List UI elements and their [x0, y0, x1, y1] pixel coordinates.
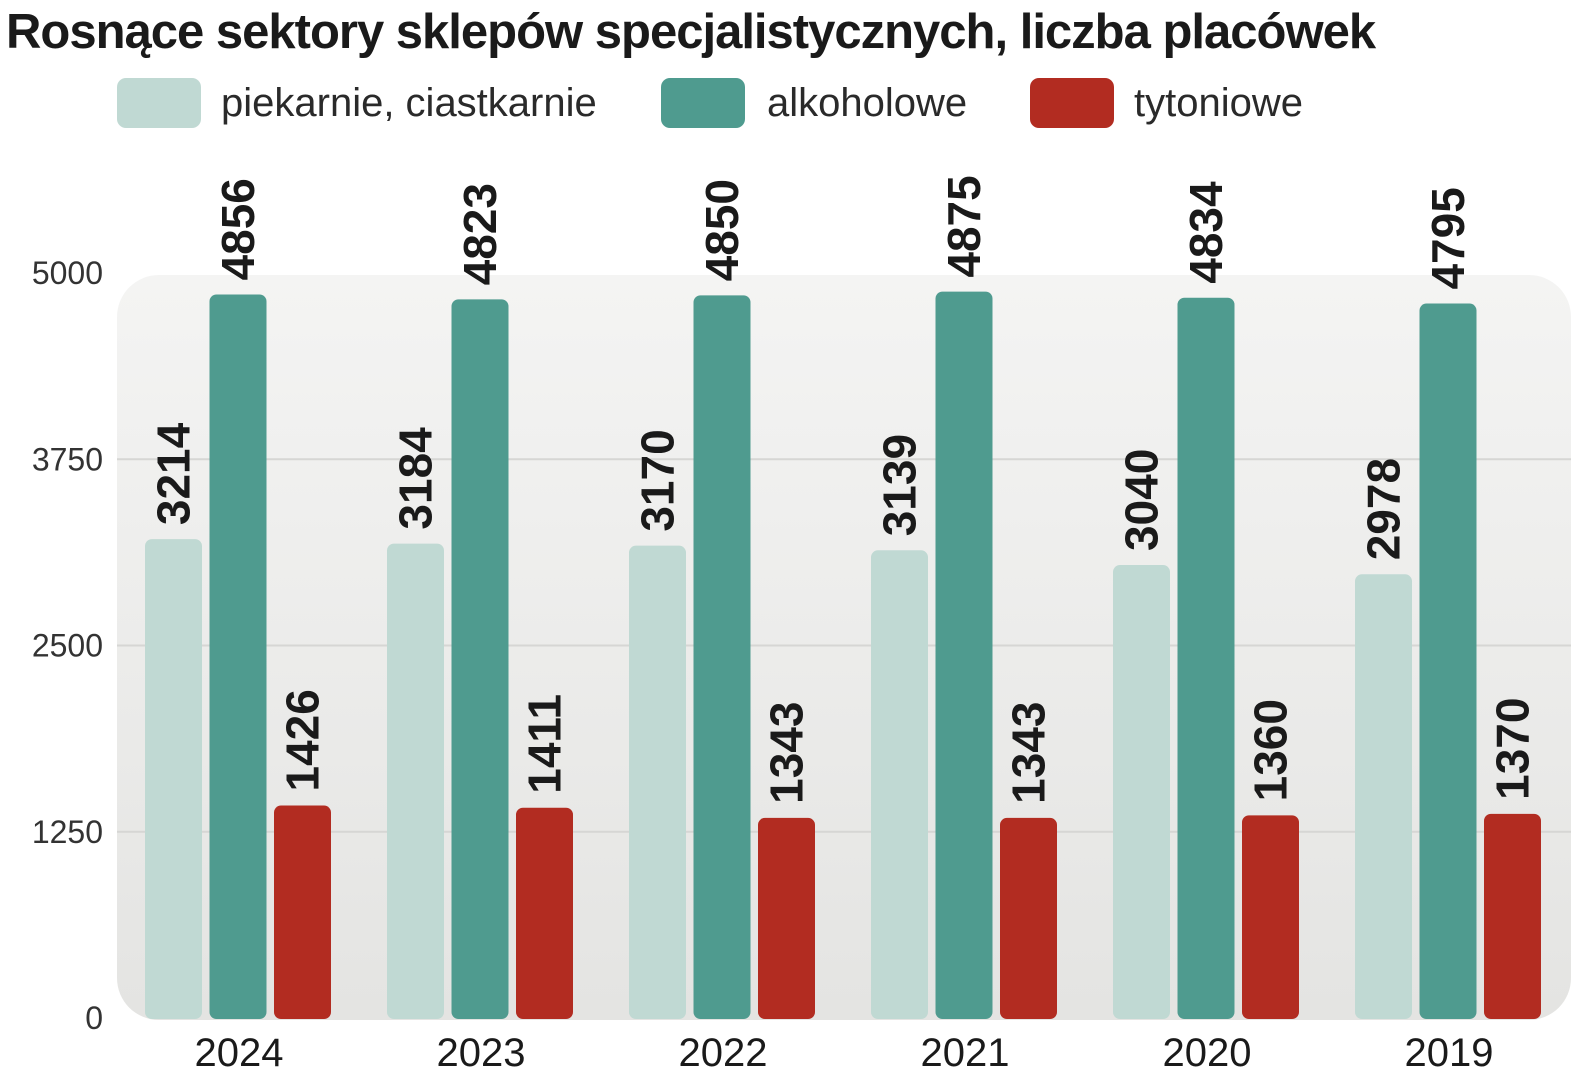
bar-piekarnie	[871, 550, 928, 1019]
legend-label-alkoholowe: alkoholowe	[767, 81, 968, 125]
bar-alkoholowe	[935, 291, 993, 1019]
value-label-tytoniowe: 1360	[1245, 699, 1297, 801]
value-label-alkoholowe: 4823	[454, 183, 506, 285]
value-label-tytoniowe: 1426	[277, 689, 329, 791]
value-label-piekarnie: 2978	[1358, 458, 1410, 560]
value-label-tytoniowe: 1411	[519, 694, 571, 794]
y-tick-label: 0	[85, 1000, 103, 1036]
legend-swatch-tytoniowe	[1030, 78, 1114, 128]
y-tick-label: 3750	[32, 441, 103, 477]
bar-tytoniowe	[1000, 817, 1057, 1019]
x-category-label: 2019	[1405, 1031, 1494, 1075]
bar-piekarnie	[629, 545, 686, 1019]
x-axis-categories: 2024 2023 2022 2021 2020 2019	[195, 1031, 1494, 1075]
x-category-label: 2022	[679, 1031, 768, 1075]
bar-tytoniowe	[274, 805, 331, 1019]
value-label-alkoholowe: 4856	[212, 178, 264, 280]
value-label-piekarnie: 3214	[148, 422, 200, 525]
value-label-tytoniowe: 1370	[1487, 698, 1539, 800]
bar-alkoholowe	[209, 294, 267, 1019]
bar-alkoholowe	[1419, 303, 1477, 1019]
bars	[145, 291, 1541, 1020]
bar-piekarnie	[1113, 565, 1170, 1019]
value-label-piekarnie: 3184	[390, 427, 442, 530]
value-label-alkoholowe: 4795	[1422, 187, 1474, 289]
bar-piekarnie	[145, 539, 202, 1019]
bar-tytoniowe	[1242, 815, 1299, 1019]
value-label-alkoholowe: 4834	[1180, 181, 1232, 284]
y-axis-ticks: 0 1250 2500 3750 5000	[32, 255, 103, 1036]
legend-label-piekarnie: piekarnie, ciastkarnie	[221, 81, 597, 125]
value-label-tytoniowe: 1343	[761, 702, 813, 804]
gridlines	[117, 458, 1571, 833]
x-category-label: 2020	[1163, 1031, 1252, 1075]
value-label-alkoholowe: 4850	[696, 179, 748, 281]
plot-background	[117, 275, 1571, 1020]
bar-tytoniowe	[758, 817, 815, 1019]
value-label-piekarnie: 3139	[874, 434, 926, 536]
bar-tytoniowe	[516, 807, 573, 1019]
legend-swatch-piekarnie	[117, 78, 201, 128]
x-category-label: 2023	[437, 1031, 526, 1075]
bar-piekarnie	[387, 543, 444, 1019]
value-label-alkoholowe: 4875	[938, 175, 990, 277]
legend-swatch-alkoholowe	[661, 78, 745, 128]
x-category-label: 2021	[921, 1031, 1010, 1075]
bar-tytoniowe	[1484, 813, 1541, 1019]
y-tick-label: 5000	[32, 255, 103, 291]
bar-alkoholowe	[451, 299, 509, 1019]
x-category-label: 2024	[195, 1031, 284, 1075]
legend-label-tytoniowe: tytoniowe	[1134, 81, 1303, 125]
bar-alkoholowe	[1177, 297, 1235, 1019]
value-label-piekarnie: 3170	[632, 429, 684, 531]
y-tick-label: 1250	[32, 814, 103, 850]
value-label-tytoniowe: 1343	[1003, 702, 1055, 804]
value-label-piekarnie: 3040	[1116, 449, 1168, 551]
y-tick-label: 2500	[32, 628, 103, 664]
chart-title: Rosnące sektory sklepów specjalistycznyc…	[6, 5, 1376, 59]
bar-piekarnie	[1355, 574, 1412, 1019]
bar-alkoholowe	[693, 295, 751, 1020]
value-labels: 3214 4856 1426 3184 4823 1411 3170 4850 1343 3139…	[148, 175, 1539, 804]
